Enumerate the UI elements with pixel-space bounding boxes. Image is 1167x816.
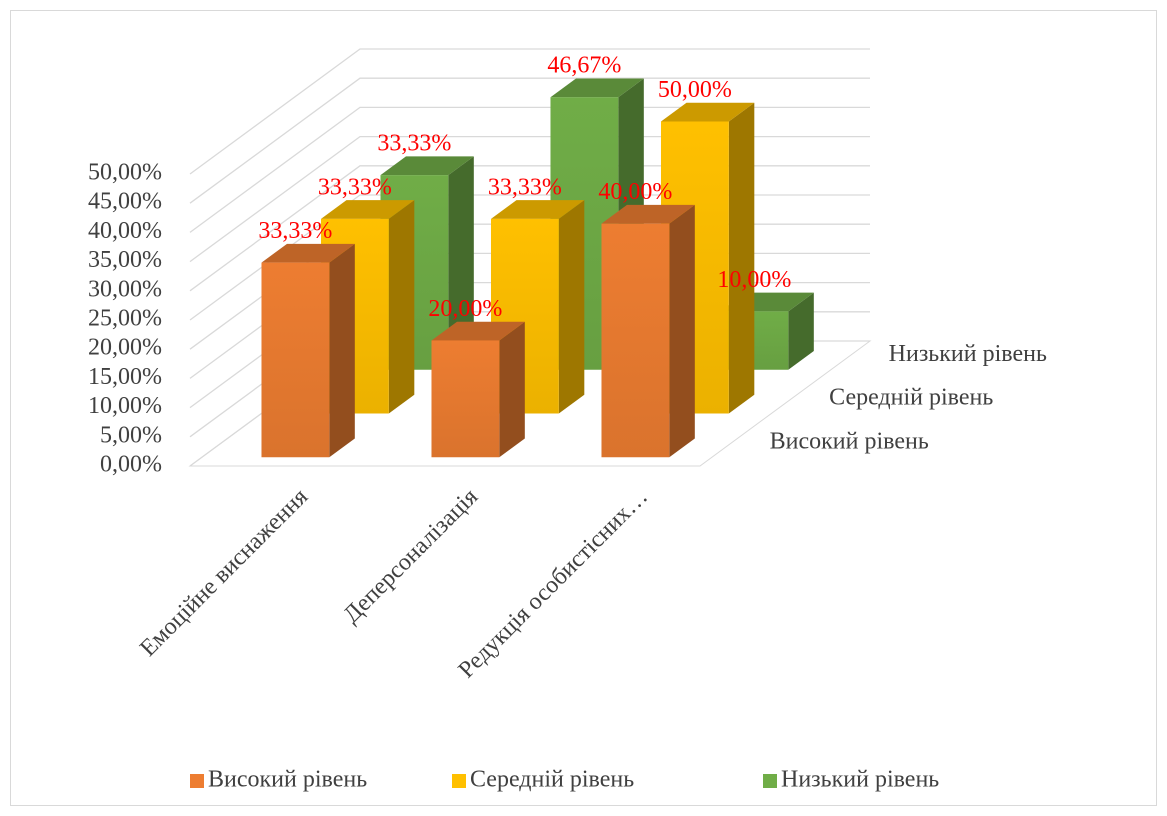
bar-top	[601, 204, 695, 224]
value-label: 50,00%	[658, 77, 732, 103]
bar-front	[601, 223, 670, 458]
grid-line	[189, 48, 870, 175]
legend-swatch	[763, 774, 777, 788]
bar-top	[490, 200, 585, 219]
bar-top	[320, 200, 415, 219]
depth-label: Середній рівень	[829, 385, 993, 411]
bar-top	[261, 243, 355, 263]
bar	[431, 321, 525, 458]
bar	[261, 243, 355, 458]
value-label: 33,33%	[488, 174, 562, 200]
depth-label: Високий рівень	[770, 428, 929, 454]
bar-side	[499, 321, 525, 458]
y-tick-label: 25,00%	[88, 306, 162, 332]
value-label: 33,33%	[377, 131, 451, 157]
value-label: 33,33%	[258, 218, 332, 244]
bar-front	[261, 262, 330, 458]
value-label: 10,00%	[717, 267, 791, 293]
bar-side	[558, 200, 585, 414]
value-label: 20,00%	[428, 296, 502, 322]
bar-top	[380, 156, 474, 176]
bar-top	[431, 321, 525, 341]
bar-side	[728, 102, 755, 414]
value-label: 33,33%	[318, 174, 392, 200]
value-label: 46,67%	[547, 53, 621, 79]
bar	[601, 204, 695, 458]
bar-side	[329, 243, 355, 458]
legend-label: Середній рівень	[470, 767, 634, 793]
y-tick-label: 15,00%	[88, 364, 162, 390]
grid-line	[189, 77, 870, 204]
bar-side	[788, 292, 814, 370]
y-tick-label: 10,00%	[88, 393, 162, 419]
y-tick-label: 5,00%	[100, 422, 162, 448]
bar-side	[388, 200, 415, 414]
y-tick-label: 50,00%	[88, 160, 162, 186]
bar-side	[669, 204, 695, 458]
depth-label: Низький рівень	[889, 341, 1047, 367]
y-tick-label: 35,00%	[88, 247, 162, 273]
legend-label: Низький рівень	[781, 767, 939, 793]
bar-front	[431, 340, 500, 458]
y-tick-label: 20,00%	[88, 335, 162, 361]
bar-top	[660, 102, 755, 122]
bar-top	[550, 78, 644, 98]
legend-label: Високий рівень	[208, 767, 367, 793]
legend-swatch	[452, 774, 466, 788]
y-tick-label: 40,00%	[88, 218, 162, 244]
y-tick-label: 45,00%	[88, 189, 162, 215]
legend-swatch	[190, 774, 204, 788]
y-tick-label: 0,00%	[100, 452, 162, 478]
y-tick-label: 30,00%	[88, 276, 162, 302]
bar-side	[448, 156, 474, 370]
value-label: 40,00%	[598, 179, 672, 205]
